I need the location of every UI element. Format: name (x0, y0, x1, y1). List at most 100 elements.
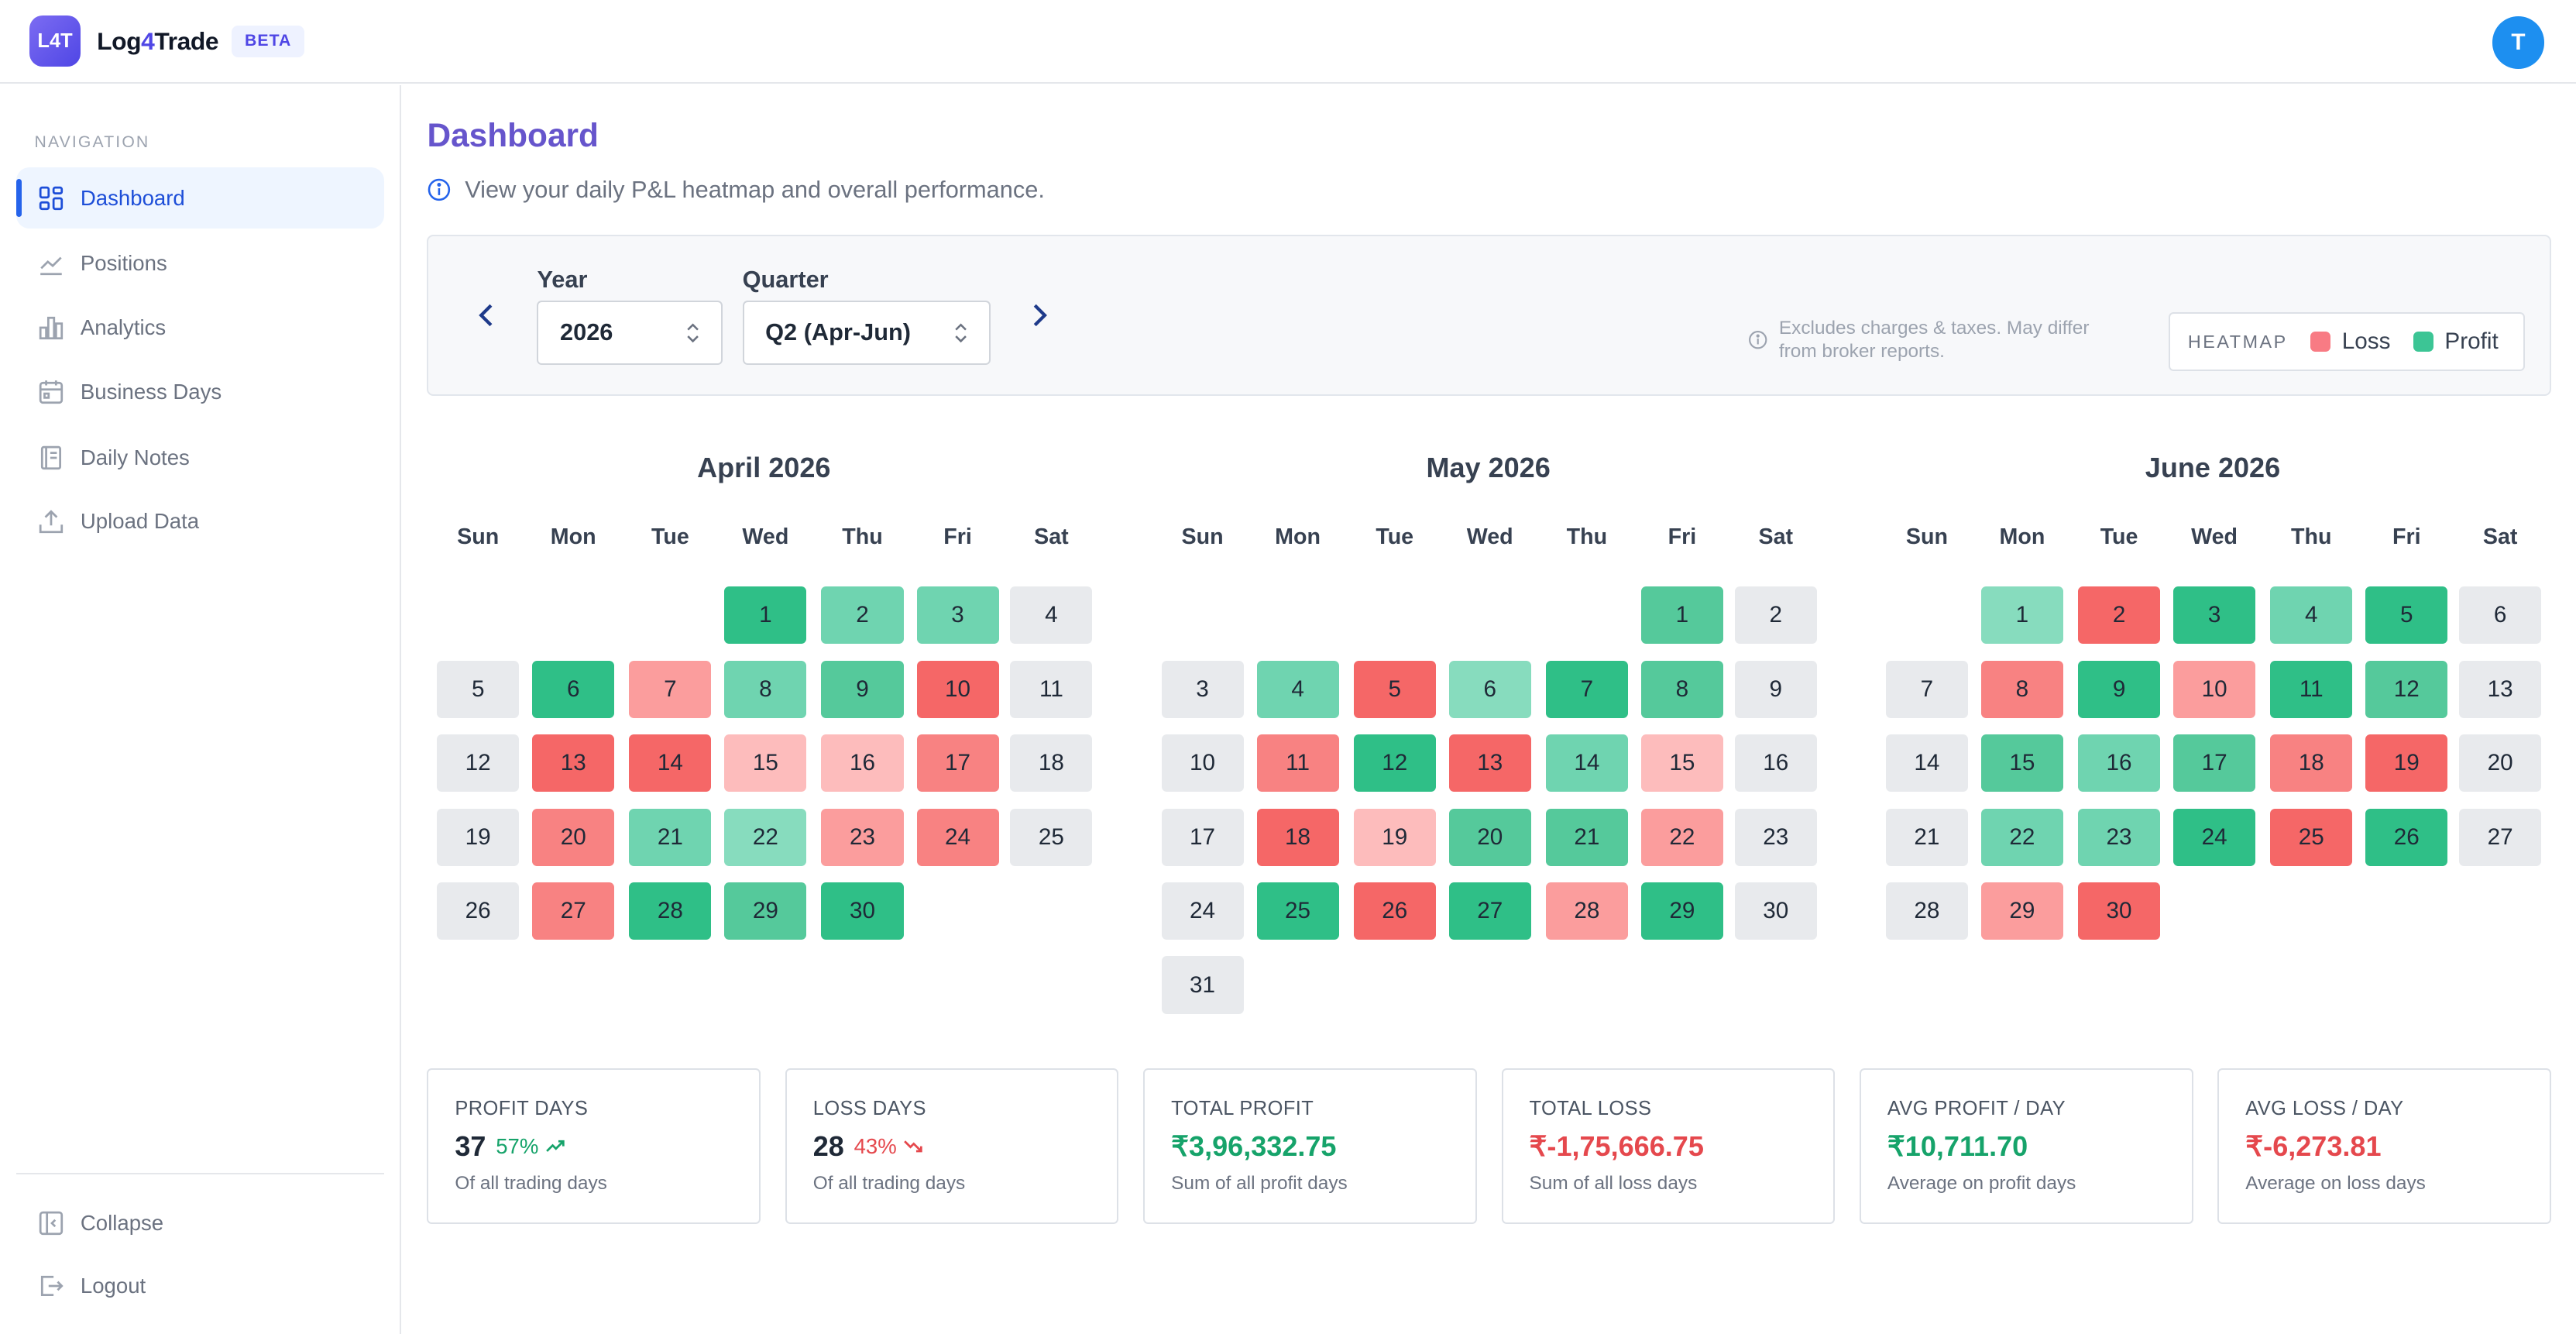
day-cell[interactable]: 16 (2078, 734, 2161, 792)
day-cell[interactable]: 26 (2365, 808, 2448, 866)
day-cell[interactable]: 2 (2078, 586, 2161, 645)
year-select[interactable]: 2026 (537, 301, 723, 365)
day-cell[interactable]: 11 (1256, 734, 1339, 792)
day-cell[interactable]: 4 (1256, 660, 1339, 718)
day-cell[interactable]: 16 (821, 734, 904, 792)
sidebar-item-dashboard[interactable]: Dashboard (16, 167, 385, 229)
day-cell[interactable]: 28 (629, 882, 712, 940)
day-cell[interactable]: 19 (2365, 734, 2448, 792)
quarter-select[interactable]: Q2 (Apr-Jun) (742, 301, 991, 365)
day-cell[interactable]: 15 (1640, 734, 1723, 792)
prev-quarter-button[interactable] (475, 304, 498, 332)
day-cell[interactable]: 29 (1980, 882, 2063, 940)
day-cell[interactable]: 27 (1448, 882, 1531, 940)
app-name[interactable]: Log4Trade (97, 27, 218, 56)
day-cell[interactable]: 7 (1545, 660, 1628, 718)
day-cell[interactable]: 25 (1010, 808, 1093, 866)
day-cell[interactable]: 6 (2459, 586, 2542, 645)
day-cell[interactable]: 4 (2270, 586, 2353, 645)
day-cell[interactable]: 9 (821, 660, 904, 718)
day-cell[interactable]: 6 (1448, 660, 1531, 718)
sidebar-item-positions[interactable]: Positions (16, 233, 384, 294)
collapse-button[interactable]: Collapse (16, 1193, 384, 1253)
day-cell[interactable]: 14 (629, 734, 712, 792)
day-cell[interactable]: 15 (724, 734, 807, 792)
day-cell[interactable]: 23 (2078, 808, 2161, 866)
day-cell[interactable]: 13 (532, 734, 615, 792)
day-cell[interactable]: 1 (1980, 586, 2063, 645)
day-cell[interactable]: 22 (1980, 808, 2063, 866)
day-cell[interactable]: 7 (1885, 660, 1968, 718)
day-cell[interactable]: 17 (916, 734, 999, 792)
sidebar-item-upload-data[interactable]: Upload Data (16, 491, 384, 552)
day-cell[interactable]: 2 (821, 586, 904, 645)
day-cell[interactable]: 10 (2173, 660, 2256, 718)
day-cell[interactable]: 5 (1353, 660, 1436, 718)
day-cell[interactable]: 27 (532, 882, 615, 940)
day-cell[interactable]: 27 (2459, 808, 2542, 866)
day-cell[interactable]: 17 (1161, 808, 1244, 866)
day-cell[interactable]: 18 (1256, 808, 1339, 866)
app-logo[interactable]: L4T (29, 15, 81, 67)
day-cell[interactable]: 5 (2365, 586, 2448, 645)
day-cell[interactable]: 20 (532, 808, 615, 866)
next-quarter-button[interactable] (1029, 304, 1052, 332)
day-cell[interactable]: 23 (821, 808, 904, 866)
day-cell[interactable]: 9 (1734, 660, 1817, 718)
day-cell[interactable]: 8 (1980, 660, 2063, 718)
day-cell[interactable]: 18 (2270, 734, 2353, 792)
day-cell[interactable]: 12 (2365, 660, 2448, 718)
day-cell[interactable]: 22 (724, 808, 807, 866)
day-cell[interactable]: 29 (724, 882, 807, 940)
day-cell[interactable]: 7 (629, 660, 712, 718)
day-cell[interactable]: 20 (1448, 808, 1531, 866)
day-cell[interactable]: 24 (1161, 882, 1244, 940)
day-cell[interactable]: 20 (2459, 734, 2542, 792)
day-cell[interactable]: 30 (2078, 882, 2161, 940)
day-cell[interactable]: 28 (1885, 882, 1968, 940)
day-cell[interactable]: 9 (2078, 660, 2161, 718)
day-cell[interactable]: 1 (724, 586, 807, 645)
day-cell[interactable]: 30 (1734, 882, 1817, 940)
day-cell[interactable]: 25 (2270, 808, 2353, 866)
logout-button[interactable]: Logout (16, 1255, 384, 1315)
day-cell[interactable]: 2 (1734, 586, 1817, 645)
day-cell[interactable]: 14 (1885, 734, 1968, 792)
day-cell[interactable]: 8 (1640, 660, 1723, 718)
sidebar-item-business-days[interactable]: Business Days (16, 362, 384, 422)
day-cell[interactable]: 10 (916, 660, 999, 718)
day-cell[interactable]: 12 (437, 734, 520, 792)
day-cell[interactable]: 25 (1256, 882, 1339, 940)
day-cell[interactable]: 28 (1545, 882, 1628, 940)
day-cell[interactable]: 13 (1448, 734, 1531, 792)
day-cell[interactable]: 22 (1640, 808, 1723, 866)
day-cell[interactable]: 8 (724, 660, 807, 718)
day-cell[interactable]: 3 (2173, 586, 2256, 645)
day-cell[interactable]: 19 (1353, 808, 1436, 866)
day-cell[interactable]: 3 (1161, 660, 1244, 718)
day-cell[interactable]: 31 (1161, 956, 1244, 1014)
day-cell[interactable]: 30 (821, 882, 904, 940)
user-avatar[interactable]: T (2492, 16, 2545, 70)
day-cell[interactable]: 4 (1010, 586, 1093, 645)
day-cell[interactable]: 17 (2173, 734, 2256, 792)
day-cell[interactable]: 29 (1640, 882, 1723, 940)
day-cell[interactable]: 14 (1545, 734, 1628, 792)
day-cell[interactable]: 24 (2173, 808, 2256, 866)
day-cell[interactable]: 15 (1980, 734, 2063, 792)
sidebar-item-analytics[interactable]: Analytics (16, 297, 384, 358)
day-cell[interactable]: 12 (1353, 734, 1436, 792)
day-cell[interactable]: 11 (1010, 660, 1093, 718)
day-cell[interactable]: 26 (437, 882, 520, 940)
day-cell[interactable]: 6 (532, 660, 615, 718)
day-cell[interactable]: 19 (437, 808, 520, 866)
day-cell[interactable]: 13 (2459, 660, 2542, 718)
day-cell[interactable]: 11 (2270, 660, 2353, 718)
day-cell[interactable]: 10 (1161, 734, 1244, 792)
sidebar-item-daily-notes[interactable]: Daily Notes (16, 427, 384, 487)
day-cell[interactable]: 21 (1545, 808, 1628, 866)
day-cell[interactable]: 24 (916, 808, 999, 866)
day-cell[interactable]: 3 (916, 586, 999, 645)
day-cell[interactable]: 16 (1734, 734, 1817, 792)
day-cell[interactable]: 23 (1734, 808, 1817, 866)
